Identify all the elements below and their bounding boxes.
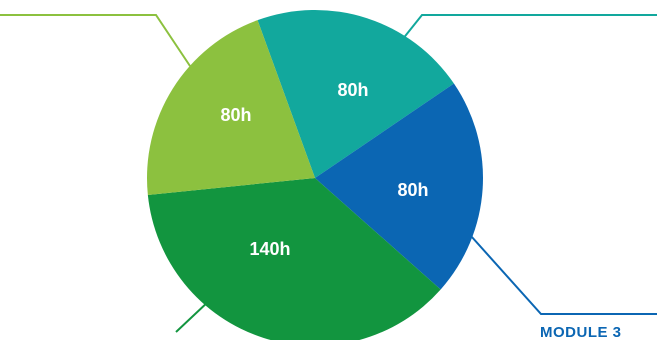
pie-slices xyxy=(147,9,483,340)
leader-line-4 xyxy=(0,14,191,67)
pie-slice-1 xyxy=(257,9,454,179)
callout-leaders: MODULE 3 xyxy=(0,14,657,340)
pie-slice-3 xyxy=(147,178,441,340)
slice-labels: 80h 80h 140h 80h xyxy=(220,80,428,259)
slice-value-label-1: 80h xyxy=(337,80,368,100)
leader-line-1 xyxy=(401,14,657,41)
pie-slice-4 xyxy=(147,20,315,195)
slice-value-label-4: 80h xyxy=(220,105,251,125)
leader-line-2 xyxy=(470,235,657,315)
slice-value-label-2: 80h xyxy=(397,180,428,200)
callout-label-2: MODULE 3 xyxy=(540,324,622,340)
pie-slice-2 xyxy=(315,83,483,290)
leader-line-3 xyxy=(175,299,211,333)
slice-value-label-3: 140h xyxy=(249,239,290,259)
